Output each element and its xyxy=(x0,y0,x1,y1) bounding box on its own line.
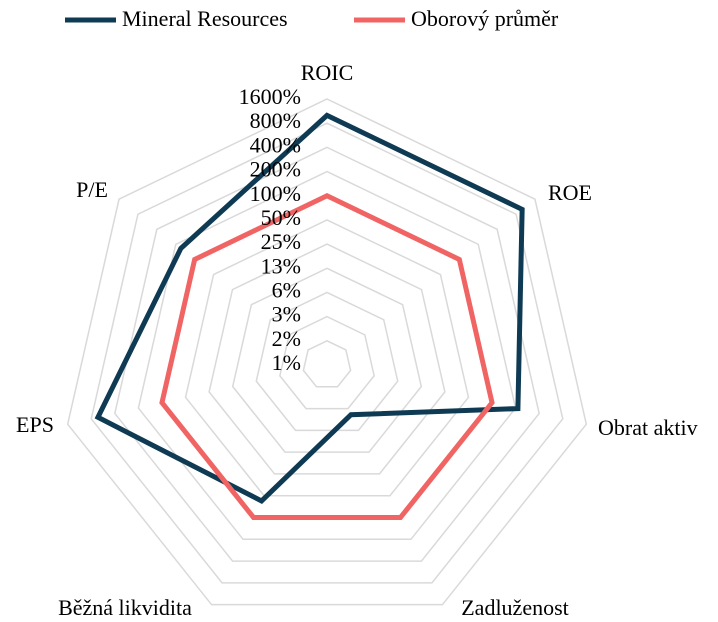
tick-label: 200% xyxy=(250,157,301,182)
legend-label: Oborový průměr xyxy=(411,6,559,31)
tick-label: 25% xyxy=(261,229,301,254)
series-line xyxy=(94,112,525,504)
tick-label: 50% xyxy=(261,205,301,230)
series-line xyxy=(159,192,495,521)
tick-label: 100% xyxy=(250,181,301,206)
tick-label: 2% xyxy=(272,326,301,351)
tick-label: 1600% xyxy=(239,84,301,109)
grid-ring xyxy=(90,122,564,584)
tick-label: 400% xyxy=(250,132,301,157)
tick-label: 13% xyxy=(261,253,301,278)
grid-ring xyxy=(208,243,446,475)
grid-ring xyxy=(302,339,352,388)
category-label: Obrat aktiv xyxy=(598,415,698,440)
category-label: Běžná likvidita xyxy=(58,595,192,620)
tick-label: 800% xyxy=(250,108,301,133)
tick-label: 6% xyxy=(272,278,301,303)
grid-ring xyxy=(66,98,588,606)
grid-ring xyxy=(184,219,470,497)
category-label: ROIC xyxy=(301,60,354,85)
category-label: ROE xyxy=(548,180,592,205)
legend-label: Mineral Resources xyxy=(122,6,288,31)
grid-ring xyxy=(255,291,399,432)
category-label: P/E xyxy=(76,177,108,202)
grid-ring xyxy=(279,315,375,410)
tick-label: 1% xyxy=(272,350,301,375)
tick-label: 3% xyxy=(272,302,301,327)
grid-ring xyxy=(231,267,423,453)
category-label: EPS xyxy=(16,412,54,437)
grid-ring xyxy=(114,146,540,562)
category-label: Zadluženost xyxy=(461,595,569,620)
